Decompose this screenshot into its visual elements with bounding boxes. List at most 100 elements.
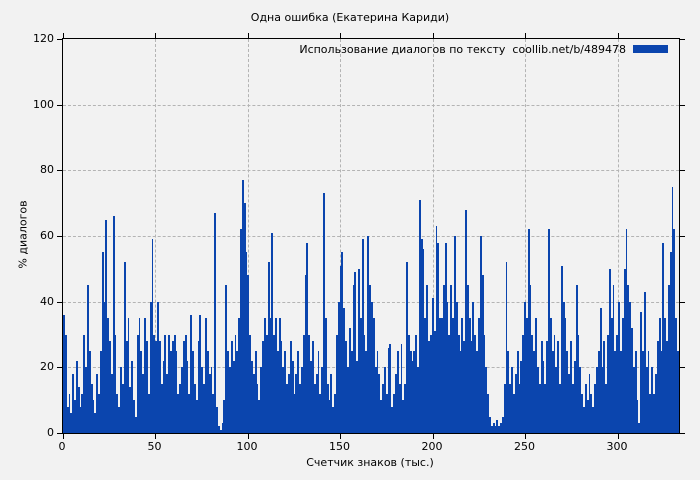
bar-1: [64, 334, 67, 433]
bar-243: [511, 367, 513, 433]
bar-317: [647, 350, 650, 433]
hgridline-100: [63, 104, 679, 106]
bar-69: [190, 314, 193, 433]
bar-22: [103, 301, 106, 433]
bar-290: [597, 350, 600, 433]
bar-131: [304, 275, 307, 433]
bar-197: [426, 285, 429, 433]
bar-227: [481, 275, 484, 433]
bar-252: [527, 229, 530, 433]
bar-228: [483, 334, 486, 433]
bar-6: [74, 400, 76, 433]
bar-183: [400, 344, 403, 433]
bar-136: [313, 383, 316, 433]
bar-283: [584, 383, 587, 433]
bar-204: [439, 318, 442, 433]
bar-60: [173, 334, 176, 433]
bar-219: [466, 285, 469, 433]
bar-111: [267, 262, 270, 433]
bar-176: [387, 347, 390, 433]
bar-159: [356, 360, 359, 433]
bar-255: [533, 350, 536, 433]
bar-179: [393, 393, 395, 433]
bar-170: [376, 350, 379, 433]
bar-134: [310, 360, 312, 433]
bar-212: [453, 236, 456, 433]
bar-122: [288, 373, 290, 433]
bar-132: [306, 242, 309, 433]
legend: Использование диалогов по тексту coollib…: [299, 42, 668, 56]
x-tick-label-0: 0: [58, 440, 66, 453]
bar-328: [667, 285, 670, 433]
bar-302: [619, 350, 622, 433]
bar-247: [518, 383, 521, 433]
bar-34: [125, 341, 128, 433]
bar-268: [557, 341, 560, 433]
bar-263: [548, 229, 550, 433]
bar-281: [581, 393, 584, 433]
bar-239: [503, 383, 506, 433]
bar-78: [206, 350, 209, 433]
bar-207: [444, 242, 447, 433]
bar-311: [636, 400, 639, 433]
bar-313: [640, 311, 643, 433]
bar-326: [664, 318, 667, 433]
bar-36: [129, 387, 132, 433]
bar-278: [575, 285, 578, 433]
bar-180: [394, 373, 397, 433]
bar-266: [553, 334, 556, 433]
x-tick-top-250: [525, 33, 527, 38]
bar-154: [347, 367, 349, 433]
bar-262: [546, 341, 549, 433]
bar-92: [232, 360, 235, 433]
bar-182: [398, 383, 401, 433]
vgridline-200: [432, 39, 434, 433]
bar-40: [136, 334, 139, 433]
legend-label: Использование диалогов по тексту coollib…: [299, 42, 626, 56]
bar-89: [227, 350, 229, 433]
bar-253: [529, 285, 532, 433]
bar-192: [417, 367, 419, 433]
bar-70: [192, 350, 194, 433]
bar-213: [455, 301, 458, 433]
bar-126: [295, 373, 298, 433]
bar-323: [658, 318, 661, 433]
x-tick-label-150: 150: [328, 440, 350, 453]
bar-150: [339, 265, 342, 433]
bar-5: [72, 373, 75, 433]
bar-10: [81, 393, 84, 433]
bar-114: [273, 334, 276, 433]
bar-28: [114, 334, 117, 433]
bar-315: [643, 291, 646, 433]
bar-151: [341, 252, 344, 433]
bar-68: [188, 393, 191, 433]
x-tick-label-250: 250: [513, 440, 535, 453]
bar-289: [596, 367, 598, 433]
bar-157: [352, 285, 355, 433]
x-tick-label-100: 100: [236, 440, 258, 453]
bar-100: [247, 275, 250, 433]
bar-169: [374, 367, 377, 433]
x-axis-title: Счетчик знаков (тыс.): [306, 456, 434, 469]
bar-167: [371, 301, 373, 433]
y-tick-80: [57, 170, 62, 172]
bar-308: [631, 327, 633, 433]
bar-124: [291, 360, 294, 433]
y-tick-right-80: [680, 170, 685, 172]
bar-224: [476, 350, 478, 433]
bar-37: [131, 360, 134, 433]
bar-276: [572, 383, 574, 433]
bar-19: [98, 393, 100, 433]
bar-56: [166, 373, 169, 433]
bar-35: [127, 318, 130, 433]
bar-218: [465, 209, 467, 433]
y-tick-60: [57, 236, 62, 237]
y-tick-right-120: [680, 39, 685, 40]
bar-305: [625, 229, 628, 433]
bar-206: [442, 285, 445, 433]
bar-73: [197, 341, 200, 433]
bar-270: [560, 265, 563, 433]
bar-109: [264, 318, 266, 433]
y-tick-label-40: 40: [40, 294, 54, 308]
